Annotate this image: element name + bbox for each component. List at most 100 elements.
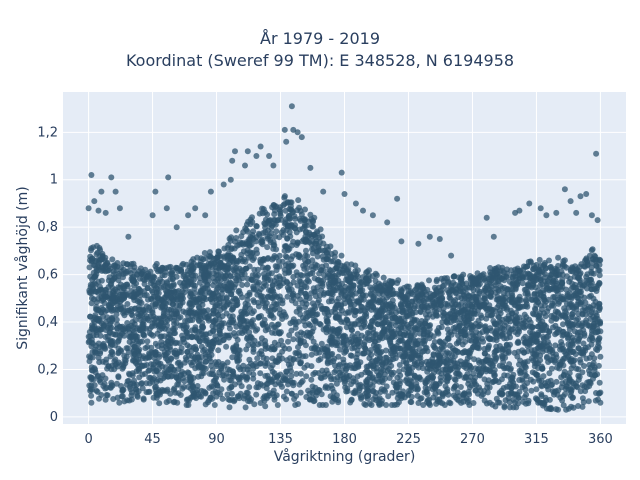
data-point xyxy=(389,297,396,304)
data-point xyxy=(163,279,170,286)
chart-title-line1: År 1979 - 2019 xyxy=(260,29,380,48)
data-point xyxy=(314,253,321,260)
data-point xyxy=(570,394,576,401)
data-point xyxy=(295,251,302,258)
data-point xyxy=(276,273,283,280)
data-point xyxy=(285,338,291,345)
data-point xyxy=(264,244,271,251)
data-point xyxy=(202,267,209,274)
data-point xyxy=(456,322,463,329)
data-point xyxy=(436,360,443,367)
data-point xyxy=(324,326,331,333)
data-point xyxy=(555,300,562,307)
data-point xyxy=(596,272,603,279)
data-point xyxy=(139,385,146,392)
data-point xyxy=(225,281,232,287)
data-point xyxy=(284,368,290,375)
data-point xyxy=(122,357,129,364)
data-point xyxy=(183,323,190,330)
data-point xyxy=(161,333,168,340)
data-point xyxy=(370,396,377,403)
data-point xyxy=(119,291,126,298)
data-point xyxy=(393,309,400,316)
data-point xyxy=(323,318,330,325)
data-point xyxy=(88,392,95,399)
data-point xyxy=(586,293,593,300)
data-point xyxy=(509,326,516,333)
data-point xyxy=(229,390,235,397)
data-point xyxy=(555,310,562,317)
data-point xyxy=(128,392,135,399)
data-point xyxy=(447,367,454,373)
data-point xyxy=(201,337,208,344)
data-point xyxy=(221,376,228,383)
data-point xyxy=(440,366,446,373)
data-point xyxy=(207,290,214,297)
data-point xyxy=(451,273,457,280)
data-point xyxy=(488,289,495,296)
data-point xyxy=(288,327,295,334)
data-point xyxy=(290,336,297,343)
data-point xyxy=(267,287,274,294)
data-point xyxy=(537,321,544,328)
data-point xyxy=(565,405,572,412)
data-point xyxy=(540,373,547,380)
data-point xyxy=(566,376,573,383)
data-point xyxy=(335,271,342,278)
data-points xyxy=(85,103,604,413)
data-point xyxy=(284,223,291,229)
data-point xyxy=(144,285,151,292)
data-point xyxy=(402,341,409,348)
data-point xyxy=(214,284,221,291)
data-point xyxy=(304,272,311,279)
data-point xyxy=(462,338,469,345)
data-point xyxy=(143,292,150,299)
data-point xyxy=(516,304,523,311)
data-point xyxy=(324,343,331,350)
data-point xyxy=(170,281,177,288)
data-point xyxy=(254,380,261,387)
data-point xyxy=(226,321,232,328)
data-point xyxy=(153,368,160,375)
data-point xyxy=(373,331,380,338)
data-point xyxy=(269,343,276,350)
data-point xyxy=(148,331,155,338)
data-point xyxy=(223,302,230,309)
data-point xyxy=(360,350,367,357)
data-point xyxy=(509,310,516,317)
data-point xyxy=(388,350,395,357)
data-point xyxy=(190,344,197,351)
data-point xyxy=(328,351,334,358)
data-point xyxy=(88,325,95,332)
data-point xyxy=(309,223,315,230)
data-point xyxy=(366,267,372,274)
data-point xyxy=(541,401,548,408)
data-point xyxy=(170,275,176,282)
data-point xyxy=(183,402,190,408)
data-point xyxy=(271,396,278,403)
data-point xyxy=(298,329,305,336)
data-point xyxy=(238,324,245,331)
data-point xyxy=(394,374,401,381)
data-point xyxy=(136,374,143,381)
data-point xyxy=(369,388,376,395)
data-point xyxy=(475,317,482,324)
data-point xyxy=(253,223,260,230)
data-point xyxy=(417,376,424,383)
data-point xyxy=(123,309,130,316)
data-point xyxy=(251,266,258,273)
data-point xyxy=(358,394,365,401)
data-point xyxy=(484,384,491,391)
data-point xyxy=(531,311,537,318)
data-point xyxy=(297,311,304,318)
data-point xyxy=(408,399,415,406)
data-point xyxy=(572,351,579,358)
data-point xyxy=(547,272,554,278)
data-point xyxy=(506,330,513,337)
data-point xyxy=(318,340,325,347)
data-point xyxy=(302,261,309,267)
data-point xyxy=(226,404,233,411)
data-point xyxy=(457,330,464,337)
data-point xyxy=(249,214,255,221)
data-point xyxy=(219,395,226,402)
